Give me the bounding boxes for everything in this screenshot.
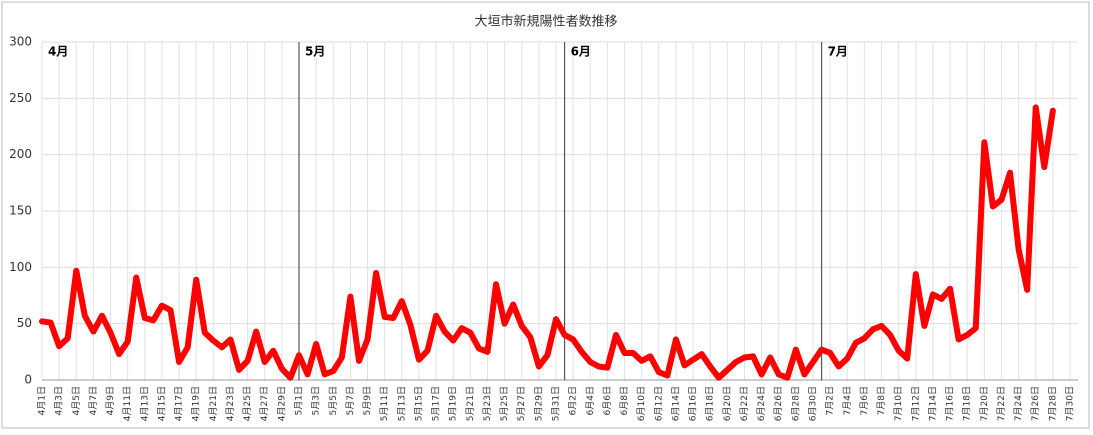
y-tick-label: 50 xyxy=(17,316,32,330)
x-tick-label: 7月4日 xyxy=(842,386,853,415)
x-tick-label: 4月13日 xyxy=(139,386,150,421)
x-tick-label: 7月10日 xyxy=(893,386,904,421)
x-tick-label: 4月5日 xyxy=(71,386,82,415)
x-tick-label: 6月16日 xyxy=(688,386,699,421)
x-tick-label: 5月15日 xyxy=(413,386,424,421)
x-tick-label: 5月13日 xyxy=(396,386,407,421)
x-tick-label: 7月30日 xyxy=(1065,386,1076,421)
y-tick-label: 0 xyxy=(24,373,32,387)
x-tick-label: 6月12日 xyxy=(653,386,664,421)
x-tick-label: 6月26日 xyxy=(773,386,784,421)
x-tick-label: 6月22日 xyxy=(739,386,750,421)
x-tick-label: 5月29日 xyxy=(533,386,544,421)
x-tick-label: 7月16日 xyxy=(945,386,956,421)
x-tick-label: 6月28日 xyxy=(790,386,801,421)
x-tick-label: 6月8日 xyxy=(619,386,630,415)
chart-title: 大垣市新規陽性者数推移 xyxy=(474,14,617,30)
x-tick-label: 6月24日 xyxy=(756,386,767,421)
x-tick-label: 5月7日 xyxy=(345,386,356,415)
x-tick-label: 4月9日 xyxy=(105,386,116,415)
x-tick-label: 6月30日 xyxy=(808,386,819,421)
x-tick-label: 4月25日 xyxy=(242,386,253,421)
y-tick-label: 150 xyxy=(9,204,32,218)
month-label: 5月 xyxy=(305,45,325,59)
x-tick-label: 5月21日 xyxy=(465,386,476,421)
month-label: 4月 xyxy=(48,45,68,59)
x-tick-label: 4月3日 xyxy=(54,386,65,415)
x-tick-label: 5月9日 xyxy=(362,386,373,415)
x-tick-label: 4月1日 xyxy=(37,386,48,415)
x-tick-label: 5月11日 xyxy=(379,386,390,421)
x-tick-label: 4月17日 xyxy=(174,386,185,421)
month-label: 6月 xyxy=(571,45,591,59)
x-tick-label: 5月17日 xyxy=(431,386,442,421)
x-tick-label: 7月28日 xyxy=(1047,386,1058,421)
x-tick-label: 7月14日 xyxy=(927,386,938,421)
x-tick-label: 4月7日 xyxy=(88,386,99,415)
x-tick-label: 5月1日 xyxy=(294,386,305,415)
x-tick-label: 6月20日 xyxy=(722,386,733,421)
x-tick-label: 5月19日 xyxy=(448,386,459,421)
x-tick-label: 7月2日 xyxy=(825,386,836,415)
x-tick-label: 5月27日 xyxy=(516,386,527,421)
x-tick-label: 6月18日 xyxy=(705,386,716,421)
x-tick-label: 7月12日 xyxy=(910,386,921,421)
y-tick-label: 300 xyxy=(9,35,32,49)
x-tick-label: 4月29日 xyxy=(276,386,287,421)
x-tick-label: 5月23日 xyxy=(482,386,493,421)
x-tick-label: 5月25日 xyxy=(499,386,510,421)
series-line xyxy=(39,104,1056,381)
x-tick-label: 4月15日 xyxy=(156,386,167,421)
x-tick-label: 6月2日 xyxy=(568,386,579,415)
x-tick-label: 4月23日 xyxy=(225,386,236,421)
y-tick-label: 200 xyxy=(9,147,32,161)
x-tick-label: 7月20日 xyxy=(979,386,990,421)
month-label: 7月 xyxy=(828,45,848,59)
x-tick-label: 5月5日 xyxy=(328,386,339,415)
x-tick-label: 6月4日 xyxy=(585,386,596,415)
x-tick-label: 5月3日 xyxy=(311,386,322,415)
y-tick-label: 250 xyxy=(9,91,32,105)
x-tick-label: 7月6日 xyxy=(859,386,870,415)
x-tick-label: 7月24日 xyxy=(1013,386,1024,421)
x-tick-label: 7月18日 xyxy=(962,386,973,421)
x-tick-label: 7月26日 xyxy=(1030,386,1041,421)
x-tick-label: 5月31日 xyxy=(551,386,562,421)
x-tick-label: 4月19日 xyxy=(191,386,202,421)
x-tick-label: 6月10日 xyxy=(636,386,647,421)
x-tick-label: 6月14日 xyxy=(670,386,681,421)
x-tick-label: 7月22日 xyxy=(996,386,1007,421)
x-tick-label: 4月27日 xyxy=(259,386,270,421)
x-tick-label: 7月8日 xyxy=(876,386,887,415)
x-tick-label: 4月11日 xyxy=(122,386,133,421)
x-tick-label: 4月21日 xyxy=(208,386,219,421)
x-tick-label: 6月6日 xyxy=(602,386,613,415)
y-tick-label: 100 xyxy=(9,260,32,274)
